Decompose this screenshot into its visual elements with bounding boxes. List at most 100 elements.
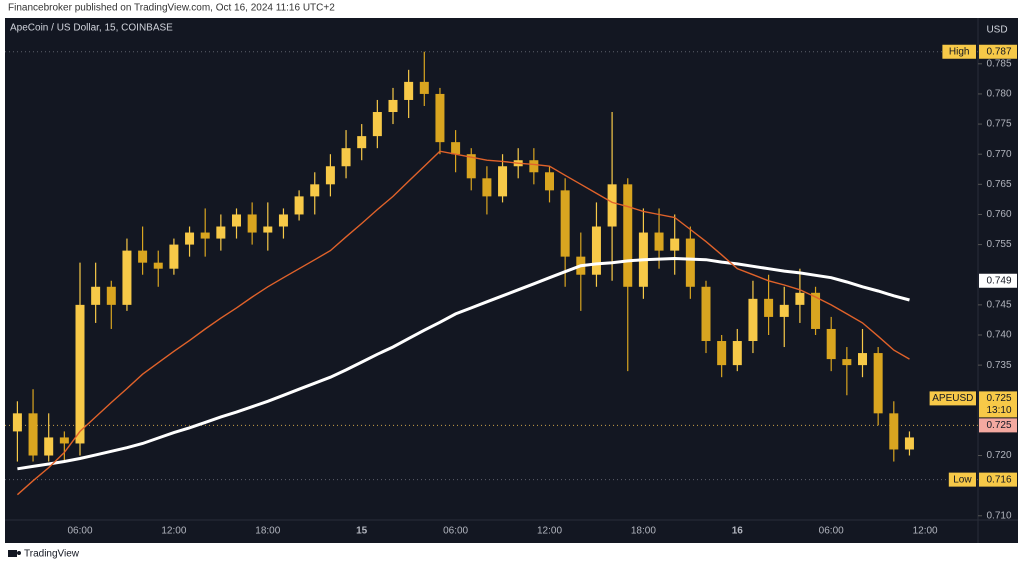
candle-body xyxy=(623,184,633,287)
candle-body xyxy=(200,232,210,239)
x-tick-label: 12:00 xyxy=(913,526,938,537)
candle-body xyxy=(372,112,382,137)
brand-logo xyxy=(8,550,21,557)
x-tick-label: 06:00 xyxy=(443,526,468,537)
price-marker-tag xyxy=(929,391,976,406)
y-tick-label: 0.765 xyxy=(986,179,1011,190)
candle-body xyxy=(451,142,461,155)
candle-body xyxy=(482,178,492,197)
candle-body xyxy=(732,341,742,366)
candle-body xyxy=(560,190,570,257)
candle-body xyxy=(294,196,304,215)
chart-background xyxy=(5,18,1018,543)
candle-body xyxy=(357,136,367,149)
candle-body xyxy=(91,286,101,305)
candle-body xyxy=(748,298,758,342)
price-marker-value: 0.725 xyxy=(986,420,1011,431)
price-marker-tag xyxy=(942,44,976,59)
price-marker-tag xyxy=(948,472,976,487)
moving-average xyxy=(16,150,910,496)
price-marker xyxy=(979,391,1017,418)
price-marker xyxy=(979,472,1017,487)
candle-body xyxy=(341,148,351,167)
candle-body xyxy=(607,184,617,227)
price-marker-value: 0.716 xyxy=(986,474,1011,485)
candle-body xyxy=(764,298,774,317)
x-tick-label: 18:00 xyxy=(631,526,656,537)
candle-body xyxy=(153,262,163,269)
candle-body xyxy=(826,328,836,360)
price-marker xyxy=(979,273,1017,288)
price-marker-value: 0.749 xyxy=(986,275,1011,286)
price-marker xyxy=(979,418,1017,433)
x-tick-label: 06:00 xyxy=(67,526,92,537)
candle-body xyxy=(59,437,69,444)
y-tick-label: 0.760 xyxy=(986,209,1011,220)
candle-body xyxy=(545,172,554,191)
candle-body xyxy=(138,250,148,263)
y-tick-label: 0.770 xyxy=(986,149,1011,160)
candle-body xyxy=(701,286,711,342)
candle-body xyxy=(685,238,695,287)
candle-body xyxy=(858,353,867,366)
candle-body xyxy=(498,166,508,197)
y-tick-label: 0.710 xyxy=(986,510,1011,521)
candle-body xyxy=(811,292,821,329)
candle-body xyxy=(529,160,539,173)
candle-body xyxy=(247,214,257,233)
candle-body xyxy=(670,238,680,251)
candle-body xyxy=(44,437,54,456)
price-marker-label: High xyxy=(949,46,970,57)
y-tick-label: 0.785 xyxy=(986,58,1011,69)
y-tick-label: 0.740 xyxy=(986,330,1011,341)
candle-body xyxy=(263,226,273,233)
x-tick-label: 12:00 xyxy=(161,526,186,537)
brand: TradingView xyxy=(24,549,80,560)
price-countdown: 13:10 xyxy=(986,405,1011,416)
candle-body xyxy=(404,81,414,100)
symbol-title: ApeCoin / US Dollar, 15, COINBASE xyxy=(10,23,173,34)
moving-average xyxy=(17,256,910,471)
candle-body xyxy=(435,93,445,143)
candle-body xyxy=(75,304,85,444)
candle-body xyxy=(904,437,914,450)
candle-body xyxy=(106,286,116,305)
candle-body xyxy=(325,166,335,185)
candle-body xyxy=(169,244,179,269)
y-tick-label: 0.735 xyxy=(986,360,1011,371)
candle-body xyxy=(310,184,320,197)
x-tick-label: 18:00 xyxy=(255,526,280,537)
price-marker xyxy=(979,44,1017,59)
candle-body xyxy=(185,232,195,245)
candle-body xyxy=(232,214,241,227)
y-tick-label: 0.780 xyxy=(986,89,1011,100)
y-tick-label: 0.775 xyxy=(986,119,1011,130)
publisher-note: Financebroker published on TradingView.c… xyxy=(8,3,335,14)
candle-body xyxy=(12,413,22,432)
candle-body xyxy=(591,226,601,275)
y-tick-label: 0.720 xyxy=(986,450,1011,461)
candle-body xyxy=(28,413,38,456)
candle-body xyxy=(873,353,883,414)
price-marker-label: Low xyxy=(953,474,972,485)
candle-body xyxy=(795,292,805,305)
candle-body xyxy=(717,341,727,366)
candle-body xyxy=(388,99,398,113)
x-tick-label: 15 xyxy=(356,526,368,537)
x-tick-label: 16 xyxy=(732,526,744,537)
price-marker-label: APEUSD xyxy=(932,393,973,404)
candle-body xyxy=(889,413,899,450)
candle-body xyxy=(842,359,852,366)
x-tick-label: 06:00 xyxy=(819,526,844,537)
candle-body xyxy=(654,232,664,251)
price-marker-value: 0.725 xyxy=(986,393,1011,404)
y-tick-label: 0.755 xyxy=(986,239,1011,250)
candle-body xyxy=(419,81,429,94)
candle-body xyxy=(779,304,789,317)
x-tick-label: 12:00 xyxy=(537,526,562,537)
currency-label: USD xyxy=(986,25,1007,36)
candle-body xyxy=(466,154,476,179)
candle-body xyxy=(216,226,226,239)
